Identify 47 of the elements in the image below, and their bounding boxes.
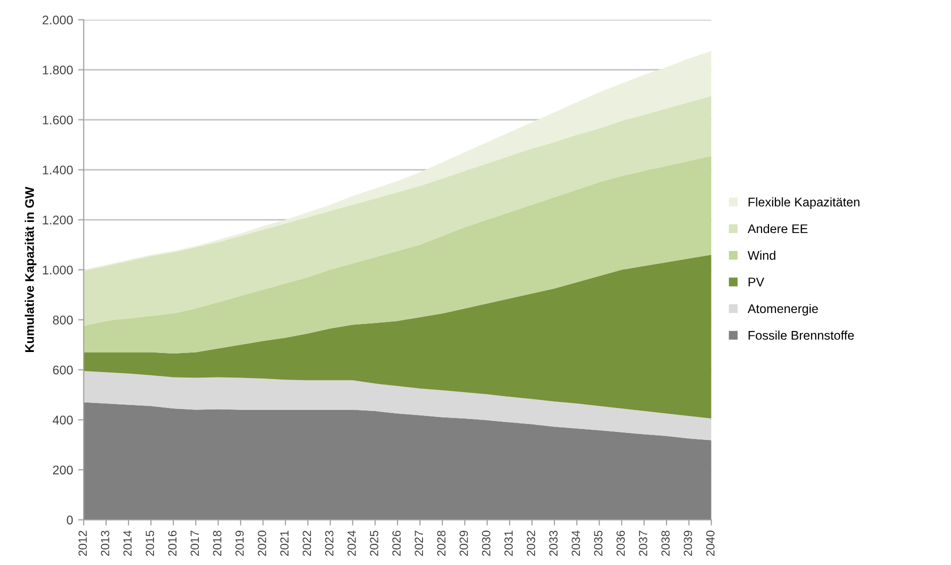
x-tick-label: 2025 xyxy=(370,530,378,556)
y-tick-label: 2.000 xyxy=(42,16,73,24)
x-tick-label: 2039 xyxy=(684,530,692,556)
x-tick-label: 2029 xyxy=(460,530,468,556)
y-tick-label: 1.600 xyxy=(42,116,73,124)
x-tick-label: 2038 xyxy=(661,530,670,556)
x-tick-label: 2034 xyxy=(572,530,580,556)
x-tick-label: 2023 xyxy=(325,530,334,556)
x-tick-label: 2014 xyxy=(123,530,132,556)
x-tick-label: 2019 xyxy=(235,530,244,556)
x-tick-label: 2027 xyxy=(414,530,424,556)
x-tick-label: 2017 xyxy=(190,530,199,556)
x-tick-label: 2022 xyxy=(302,530,312,556)
legend-label: Andere EE xyxy=(748,224,808,234)
x-tick-label: 2035 xyxy=(594,530,602,556)
legend-label: PV xyxy=(748,278,764,286)
x-tick-label: 2013 xyxy=(100,530,110,556)
x-tick-label: 2037 xyxy=(638,530,648,556)
y-tick-label: 400 xyxy=(52,416,73,424)
x-tick-label: 2020 xyxy=(258,530,266,556)
x-tick-label: 2026 xyxy=(392,530,401,556)
y-tick-label: 1.200 xyxy=(42,216,73,224)
y-tick-label: 0 xyxy=(66,516,73,524)
x-tick-label: 2015 xyxy=(146,530,154,556)
y-tick-label: 1.800 xyxy=(42,66,73,74)
x-tick-label: 2012 xyxy=(78,530,87,556)
x-tick-label: 2016 xyxy=(168,530,177,556)
legend-label: Fossile Brennstoffe xyxy=(748,330,854,340)
x-tick-label: 2036 xyxy=(616,530,625,556)
x-tick-label: 2018 xyxy=(212,530,222,556)
y-tick-label: 200 xyxy=(53,466,73,474)
y-tick-label: 600 xyxy=(53,366,73,374)
legend-label: Wind xyxy=(748,250,776,260)
x-tick-label: 2032 xyxy=(526,530,536,556)
x-tick-label: 2033 xyxy=(549,530,558,556)
x-tick-label: 2024 xyxy=(347,530,356,556)
y-tick-label: 1.000 xyxy=(42,266,73,274)
x-tick-label: 2028 xyxy=(437,530,446,556)
x-tick-label: 2021 xyxy=(280,530,289,556)
x-tick-label: 2040 xyxy=(706,530,715,556)
legend-label: Flexible Kapazitäten xyxy=(748,197,860,209)
x-tick-label: 2030 xyxy=(482,530,490,556)
y-tick-label: 800 xyxy=(52,316,73,324)
legend-label: Atomenergie xyxy=(748,304,818,316)
y-axis-title: Kumulative Kapazität in GW xyxy=(24,186,36,352)
y-tick-label: 1.400 xyxy=(42,166,73,174)
x-tick-label: 2031 xyxy=(504,530,513,556)
